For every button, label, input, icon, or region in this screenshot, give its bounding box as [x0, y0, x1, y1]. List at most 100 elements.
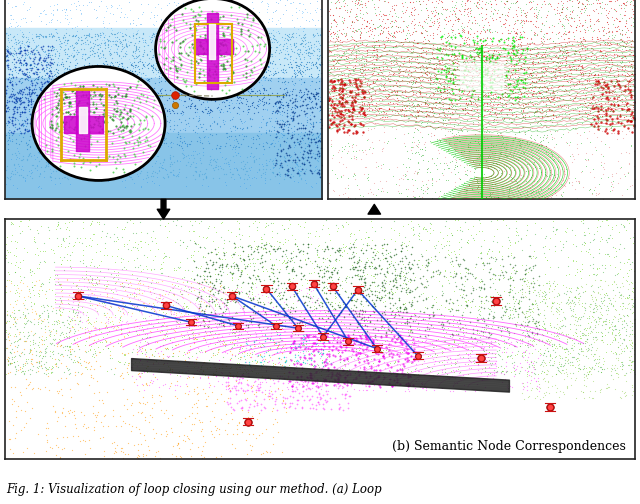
- Point: [84, 100, 94, 108]
- Point: [322, 254, 332, 262]
- Point: [628, 330, 639, 338]
- Point: [305, 332, 316, 340]
- Point: [113, 141, 123, 149]
- Point: [563, 284, 573, 292]
- Point: [426, 313, 436, 321]
- Point: [447, 46, 457, 54]
- Point: [40, 20, 51, 28]
- Point: [508, 136, 518, 144]
- Point: [284, 220, 294, 228]
- Point: [475, 151, 485, 159]
- Point: [506, 118, 516, 127]
- Point: [232, 250, 243, 259]
- Point: [9, 98, 19, 106]
- Point: [432, 137, 442, 145]
- Point: [441, 296, 451, 304]
- Point: [479, 352, 490, 360]
- Point: [10, 170, 20, 178]
- Point: [271, 104, 282, 112]
- Point: [22, 49, 33, 57]
- Point: [40, 154, 50, 162]
- Point: [423, 46, 433, 54]
- Point: [596, 336, 607, 344]
- Point: [34, 260, 44, 268]
- Point: [350, 0, 360, 8]
- Point: [205, 158, 215, 166]
- Point: [422, 70, 432, 78]
- Point: [134, 289, 144, 297]
- Point: [269, 171, 280, 179]
- Point: [575, 7, 585, 15]
- Point: [288, 115, 298, 123]
- Point: [409, 101, 419, 109]
- Point: [532, 48, 543, 56]
- Point: [80, 70, 90, 78]
- Point: [461, 328, 471, 336]
- Point: [258, 303, 268, 311]
- Point: [5, 368, 15, 376]
- Point: [543, 367, 553, 375]
- Point: [268, 277, 278, 285]
- Point: [292, 357, 303, 365]
- Point: [385, 82, 396, 90]
- Point: [132, 93, 142, 101]
- Point: [202, 261, 212, 269]
- Point: [586, 70, 596, 78]
- Point: [463, 337, 474, 345]
- Point: [616, 54, 627, 62]
- Point: [449, 315, 459, 323]
- Point: [524, 264, 534, 272]
- Point: [40, 294, 51, 302]
- Point: [490, 27, 500, 35]
- Point: [44, 226, 54, 234]
- Point: [15, 86, 25, 94]
- Point: [618, 67, 628, 75]
- Point: [513, 313, 523, 321]
- Point: [600, 67, 610, 75]
- Point: [196, 217, 207, 225]
- Point: [64, 18, 74, 26]
- Point: [86, 90, 97, 98]
- Point: [424, 58, 435, 67]
- Point: [493, 340, 504, 348]
- Point: [107, 101, 117, 109]
- Point: [546, 303, 556, 311]
- Point: [461, 190, 471, 198]
- Point: [67, 77, 77, 85]
- Point: [557, 82, 567, 90]
- Point: [65, 134, 76, 142]
- Point: [438, 110, 449, 118]
- Point: [529, 45, 540, 53]
- Point: [102, 155, 113, 163]
- Point: [231, 370, 241, 379]
- Point: [408, 192, 419, 200]
- Point: [186, 137, 196, 145]
- Point: [104, 327, 115, 335]
- Point: [629, 319, 639, 327]
- Point: [196, 297, 206, 305]
- Point: [620, 11, 630, 19]
- Point: [349, 171, 360, 179]
- Point: [479, 105, 490, 113]
- Point: [529, 109, 540, 117]
- Point: [241, 51, 251, 59]
- Point: [359, 93, 369, 101]
- Point: [142, 367, 152, 375]
- Point: [337, 107, 347, 115]
- Point: [520, 113, 530, 121]
- Point: [9, 314, 19, 322]
- Point: [422, 277, 433, 285]
- Point: [591, 303, 601, 311]
- Point: [521, 265, 531, 273]
- Point: [554, 358, 564, 366]
- Point: [528, 308, 538, 317]
- Point: [472, 39, 483, 47]
- Point: [255, 254, 266, 262]
- Point: [266, 324, 276, 332]
- Point: [463, 143, 473, 151]
- Point: [267, 52, 277, 60]
- Point: [184, 32, 195, 40]
- Point: [225, 360, 235, 368]
- Point: [52, 118, 63, 127]
- Point: [253, 108, 263, 116]
